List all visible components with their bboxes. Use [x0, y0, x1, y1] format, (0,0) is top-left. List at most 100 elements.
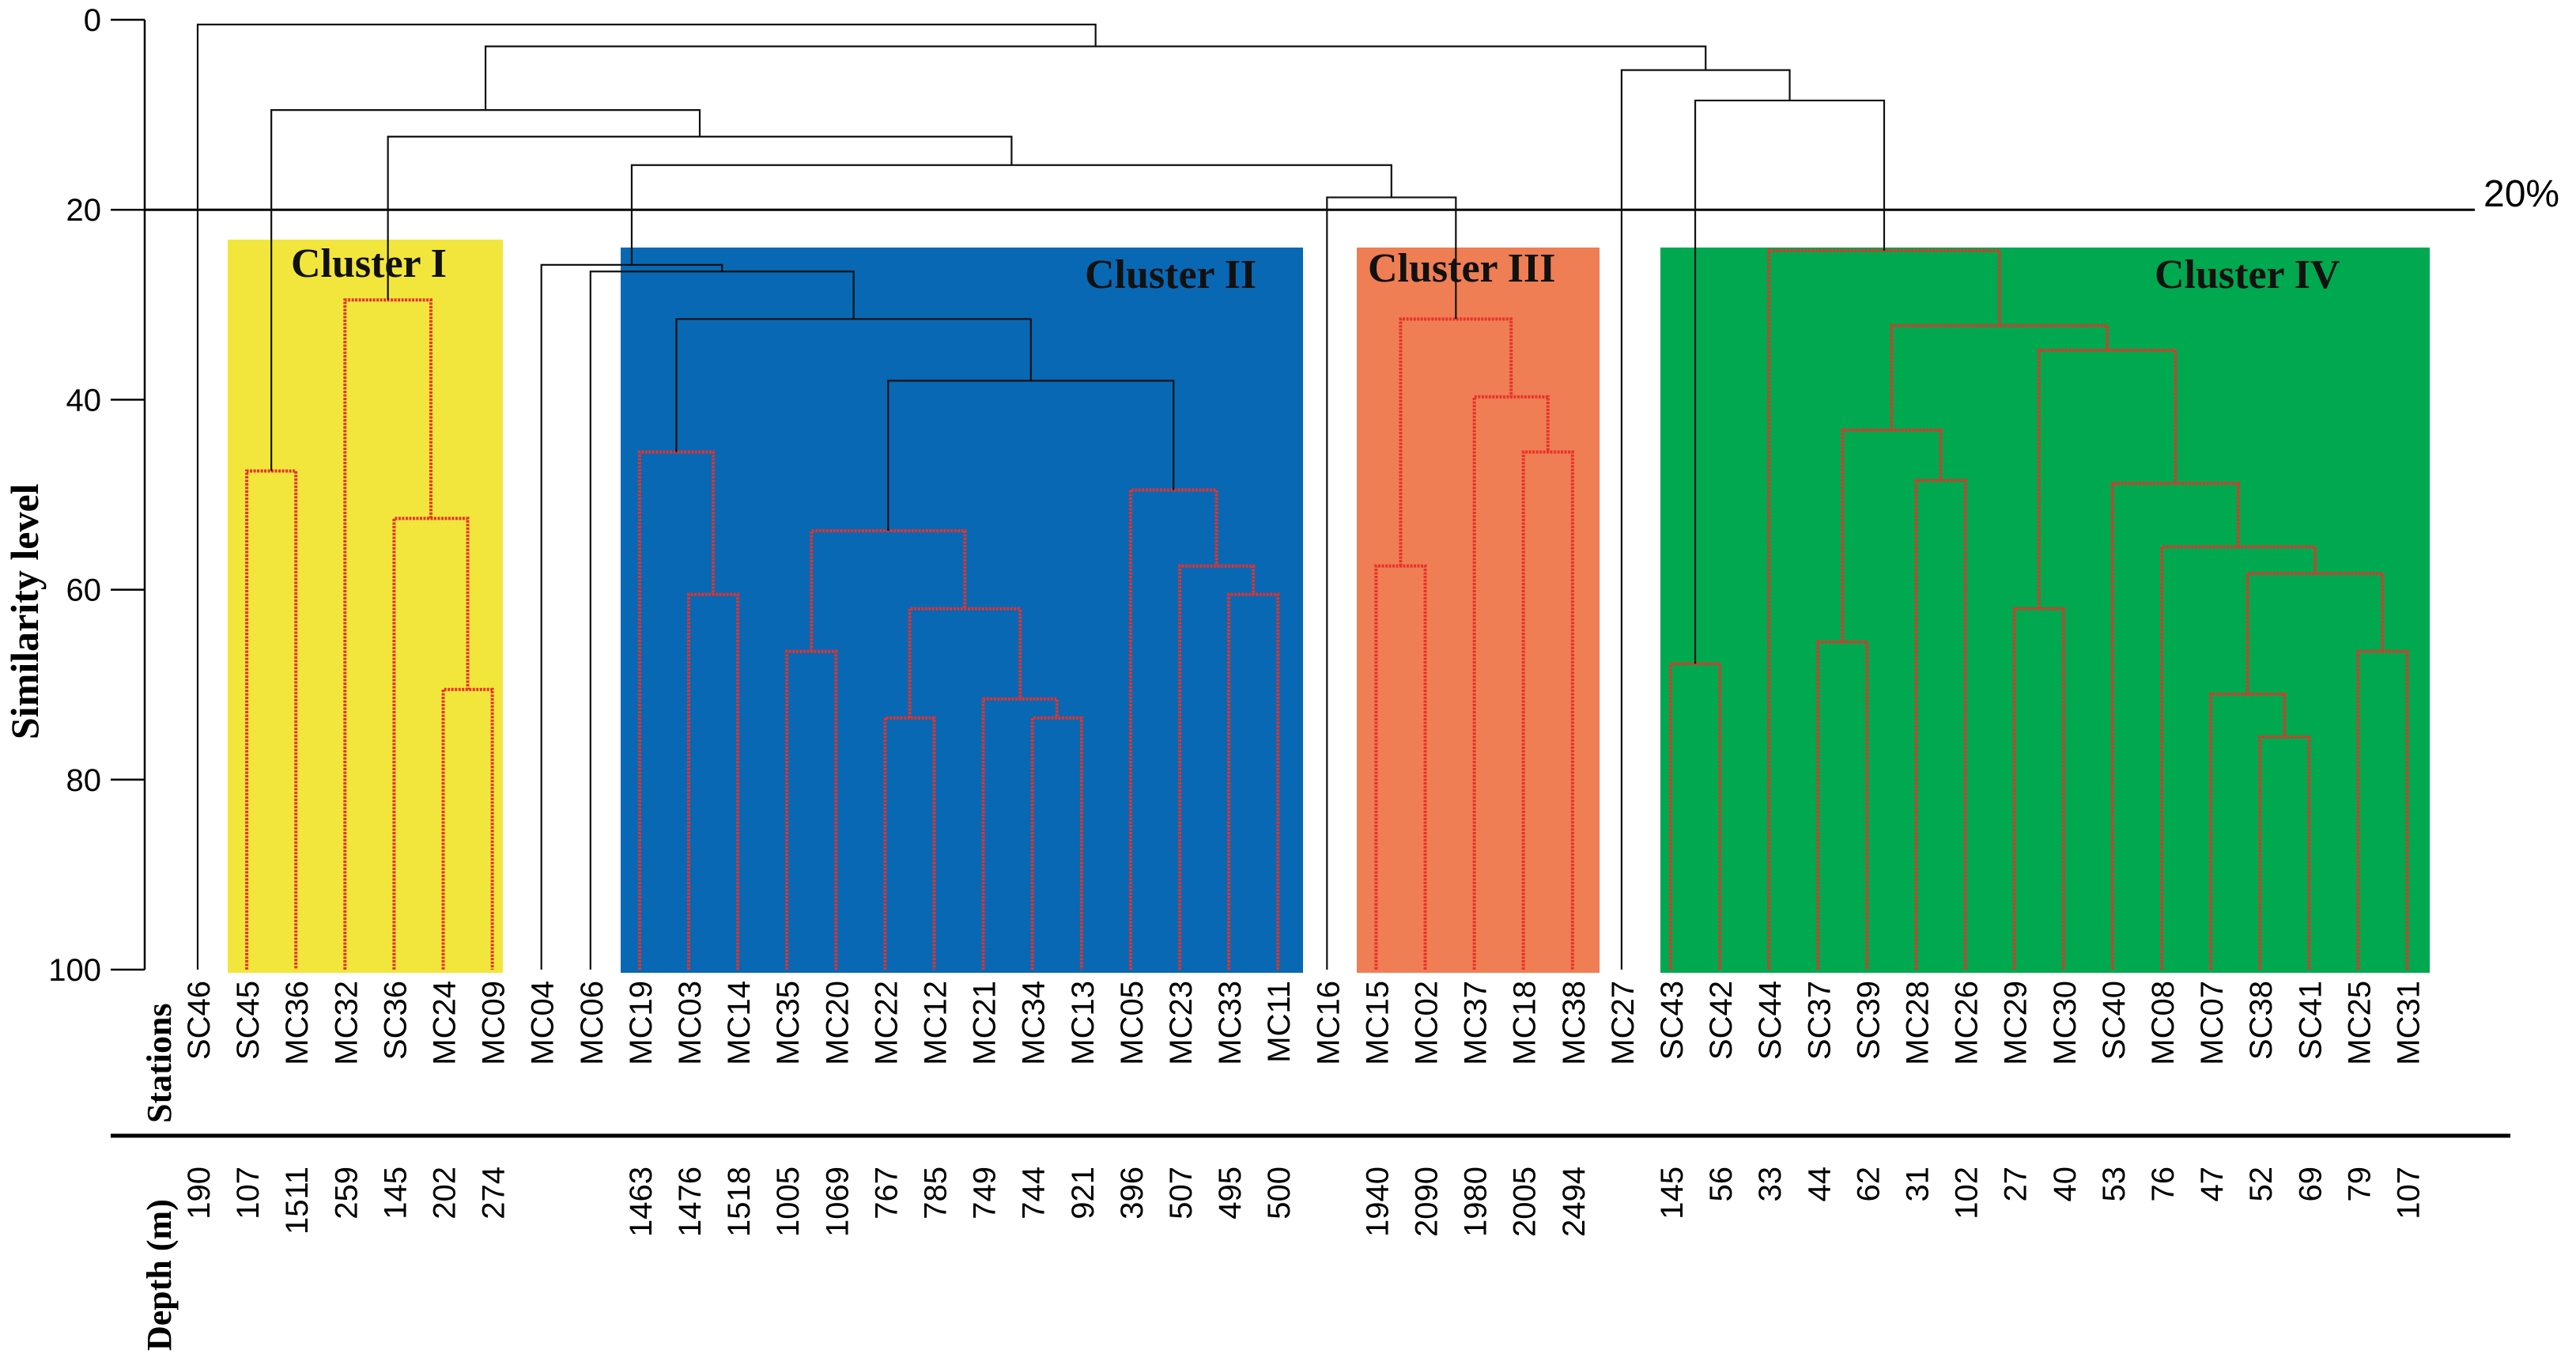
station-label: SC37 — [1802, 981, 1837, 1060]
y-tick-label: 40 — [66, 383, 102, 418]
station-label: MC20 — [820, 981, 855, 1065]
depth-label: 749 — [968, 1167, 1003, 1220]
depth-label: 767 — [869, 1167, 904, 1220]
dendrogram-branch — [2160, 545, 2317, 970]
station-label: SC39 — [1851, 981, 1886, 1060]
depth-label: 500 — [1262, 1167, 1297, 1220]
dendrogram-branch — [1816, 640, 1869, 970]
depth-label: 145 — [1655, 1167, 1690, 1220]
depth-label: 1980 — [1459, 1167, 1494, 1237]
cluster-box-3 — [1357, 248, 1600, 973]
depth-label: 31 — [1901, 1167, 1936, 1202]
depth-label: 107 — [2392, 1167, 2427, 1220]
depth-label: 1940 — [1360, 1167, 1395, 1237]
depth-label: 921 — [1066, 1167, 1101, 1220]
station-label: MC18 — [1508, 981, 1543, 1065]
y-tick-label: 80 — [66, 763, 102, 798]
depth-label: 62 — [1851, 1167, 1886, 1202]
depth-label: 33 — [1753, 1167, 1788, 1202]
depth-label: 76 — [2146, 1167, 2181, 1202]
station-label: SC42 — [1704, 981, 1739, 1060]
station-label: SC44 — [1753, 981, 1788, 1060]
depth-label: 495 — [1213, 1167, 1248, 1220]
station-label: MC05 — [1115, 981, 1150, 1065]
depth-label: 396 — [1115, 1167, 1150, 1220]
y-axis: 0 20 40 60 80 100 — [48, 3, 2510, 1138]
station-label: SC45 — [231, 981, 266, 1060]
station-label: MC24 — [428, 981, 463, 1065]
dendrogram-branch — [2356, 649, 2409, 970]
station-label: MC25 — [2342, 981, 2377, 1065]
depth-label: 52 — [2244, 1167, 2279, 1202]
depth-label: 102 — [1950, 1167, 1985, 1220]
station-label: MC31 — [2392, 981, 2427, 1065]
stations-row-label: Stations — [140, 1003, 179, 1123]
station-label: MC27 — [1606, 981, 1641, 1065]
y-tick-label: 0 — [84, 3, 101, 38]
depth-label: 202 — [428, 1167, 463, 1220]
station-label: MC29 — [1999, 981, 2034, 1065]
station-label: MC12 — [919, 981, 954, 1065]
station-label: MC04 — [526, 981, 561, 1065]
station-label: MC35 — [771, 981, 806, 1065]
depth-label: 744 — [1017, 1167, 1052, 1220]
cluster-label-4: Cluster IV — [2155, 252, 2340, 297]
station-label: SC43 — [1655, 981, 1690, 1060]
depth-label: 1005 — [771, 1167, 806, 1237]
station-label: MC07 — [2195, 981, 2230, 1065]
dendrogram-branch — [1890, 323, 2110, 430]
depth-label: 27 — [1999, 1167, 2034, 1202]
station-label: MC36 — [280, 981, 315, 1065]
depth-label: 1069 — [820, 1167, 855, 1237]
cluster-label-3: Cluster III — [1368, 246, 1556, 291]
station-label: MC37 — [1459, 981, 1494, 1065]
dendrogram-branch — [196, 23, 1097, 970]
depth-label: 79 — [2342, 1167, 2377, 1202]
depth-label: 1511 — [280, 1167, 315, 1235]
depth-label: 1463 — [624, 1167, 659, 1237]
station-label: MC14 — [722, 981, 757, 1065]
depth-label: 2090 — [1410, 1167, 1445, 1237]
depth-label: 259 — [329, 1167, 364, 1220]
station-label: MC28 — [1901, 981, 1936, 1065]
depth-label: 47 — [2195, 1167, 2230, 1202]
station-label: MC06 — [575, 981, 610, 1065]
cluster-label-1: Cluster I — [291, 241, 447, 286]
dendrogram-branch — [2037, 348, 2178, 609]
station-labels: SC46 190 SC45 107 MC36 1511 MC32 259 SC36 145 MC24… — [182, 981, 2427, 1237]
station-label: MC16 — [1311, 981, 1346, 1065]
station-label: MC26 — [1950, 981, 1985, 1065]
station-label: MC08 — [2146, 981, 2181, 1065]
depth-label: 507 — [1164, 1167, 1199, 1220]
station-label: SC40 — [2097, 981, 2132, 1060]
depth-label: 1476 — [673, 1167, 708, 1237]
dendrogram-branch — [637, 450, 716, 970]
depth-label: 274 — [477, 1167, 512, 1220]
station-label: MC02 — [1410, 981, 1445, 1065]
dendrogram-branch — [1399, 317, 1513, 566]
depth-label: 56 — [1704, 1167, 1739, 1202]
station-label: MC38 — [1557, 981, 1592, 1065]
depth-label: 107 — [231, 1167, 266, 1220]
station-label: SC41 — [2293, 981, 2328, 1060]
station-label: MC11 — [1262, 981, 1297, 1063]
dendrogram-branch — [1178, 564, 1256, 970]
station-label: MC33 — [1213, 981, 1248, 1065]
station-label: MC30 — [2048, 981, 2083, 1065]
station-label: MC32 — [329, 981, 364, 1065]
station-label: MC13 — [1066, 981, 1101, 1065]
station-label: SC38 — [2244, 981, 2279, 1060]
dendrogram-branch — [2209, 692, 2287, 970]
dendrogram-branches — [196, 23, 2409, 970]
depth-label: 40 — [2048, 1167, 2083, 1202]
dendrogram-branch — [484, 45, 1707, 111]
threshold-label: 20% — [2483, 173, 2560, 215]
station-label: MC21 — [968, 981, 1003, 1065]
cluster-label-2: Cluster II — [1085, 252, 1257, 297]
y-tick-label: 60 — [66, 573, 102, 608]
station-label: MC03 — [673, 981, 708, 1065]
station-label: MC34 — [1017, 981, 1052, 1065]
dendrogram-branch — [908, 607, 1022, 718]
y-tick-label: 100 — [48, 953, 101, 988]
y-axis-title: Similarity level — [2, 483, 47, 739]
